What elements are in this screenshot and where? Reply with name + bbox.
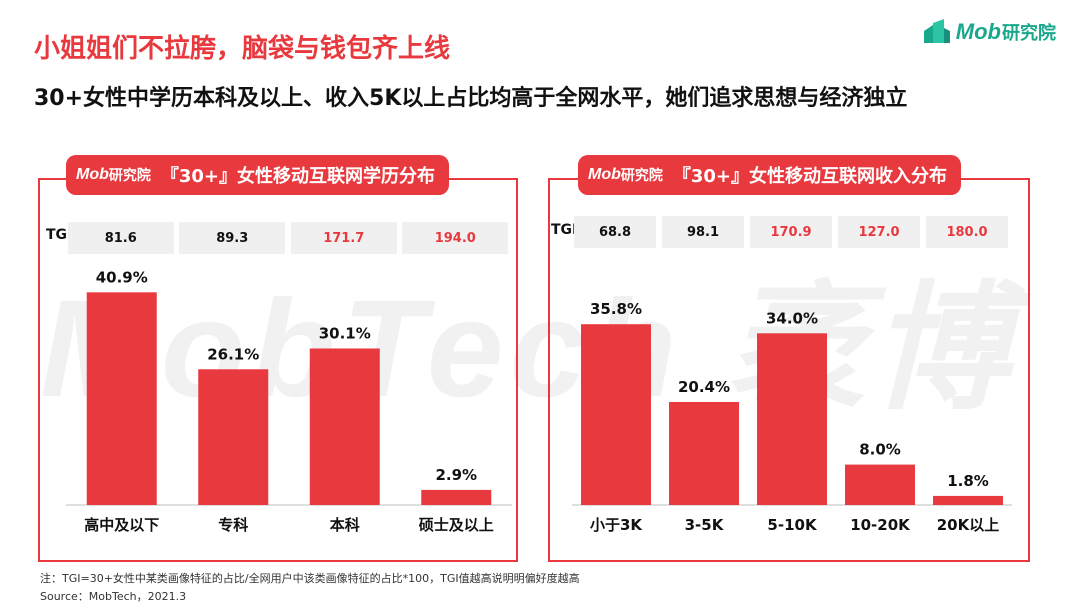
education-category-label: 本科: [330, 516, 360, 534]
income-tgi-cell: 127.0: [838, 216, 920, 248]
education-category-label: 高中及以下: [84, 516, 159, 534]
page-title: 小姐姐们不拉胯，脑袋与钱包齐上线: [34, 34, 451, 64]
education-value-label: 40.9%: [96, 268, 148, 286]
education-bar: [421, 489, 492, 505]
income-value-label: 20.4%: [678, 378, 730, 396]
tgi-label: TGI: [551, 222, 578, 238]
education-tgi-cell: 194.0: [402, 222, 509, 254]
income-value-label: 8.0%: [859, 441, 901, 459]
education-category-label: 硕士及以上: [419, 516, 494, 534]
income-bar: [933, 495, 1003, 505]
income-bar: [757, 333, 827, 505]
header-logo-cn: 研究院: [108, 168, 151, 184]
tgi-label: TGI: [46, 227, 73, 243]
income-tgi-cell: 68.8: [574, 216, 656, 248]
header-logo-text: Mob: [588, 166, 621, 183]
footnote: 注：TGI=30+女性中某类画像特征的占比/全网用户中该类画像特征的占比*100…: [40, 572, 580, 585]
income-category-label: 3-5K: [685, 516, 725, 534]
income-category-label: 20K以上: [937, 516, 1000, 534]
brand-logo-text: Mob: [955, 19, 1001, 44]
education-tgi-cell: 81.6: [67, 222, 174, 254]
income-category-label: 5-10K: [767, 516, 818, 534]
income-chart-title: 『30+』女性移动互联网收入分布: [672, 166, 948, 187]
income-value-label: 1.8%: [947, 472, 989, 490]
income-tgi-cell: 98.1: [662, 216, 744, 248]
page-subtitle: 30+女性中学历本科及以上、收入5K以上占比均高于全网水平，她们追求思想与经济独…: [34, 86, 908, 111]
education-value-label: 30.1%: [319, 324, 371, 342]
education-tgi-cell: 89.3: [179, 222, 286, 254]
brand-logo: Mob 研究院: [922, 16, 1056, 48]
income-chart-header: Mob 研究院 『30+』女性移动互联网收入分布: [578, 155, 962, 195]
income-bar: [581, 324, 651, 505]
education-value-label: 2.9%: [435, 466, 477, 484]
education-value-label: 26.1%: [207, 345, 259, 363]
income-bar: [845, 464, 915, 505]
header-logo-text: Mob: [76, 166, 109, 183]
education-chart-title: 『30+』女性移动互联网学历分布: [160, 166, 436, 187]
education-category-label: 专科: [218, 516, 248, 534]
income-category-label: 小于3K: [590, 516, 643, 534]
income-category-label: 10-20K: [850, 516, 911, 534]
income-tgi-cell: 180.0: [926, 216, 1008, 248]
income-tgi-cell: 170.9: [750, 216, 832, 248]
header-logo-cn: 研究院: [620, 168, 663, 184]
education-tgi-cell: 171.7: [290, 222, 397, 254]
brand-logo-cn: 研究院: [1002, 23, 1056, 44]
education-bar: [198, 369, 269, 505]
income-value-label: 35.8%: [590, 300, 642, 318]
source-note: Source：MobTech，2021.3: [40, 590, 187, 603]
income-bar: [669, 401, 739, 505]
building-icon: [923, 19, 950, 43]
education-chart-header: Mob 研究院 『30+』女性移动互联网学历分布: [66, 155, 450, 195]
education-bar: [309, 348, 380, 505]
education-bar: [86, 292, 157, 505]
income-value-label: 34.0%: [766, 309, 818, 327]
